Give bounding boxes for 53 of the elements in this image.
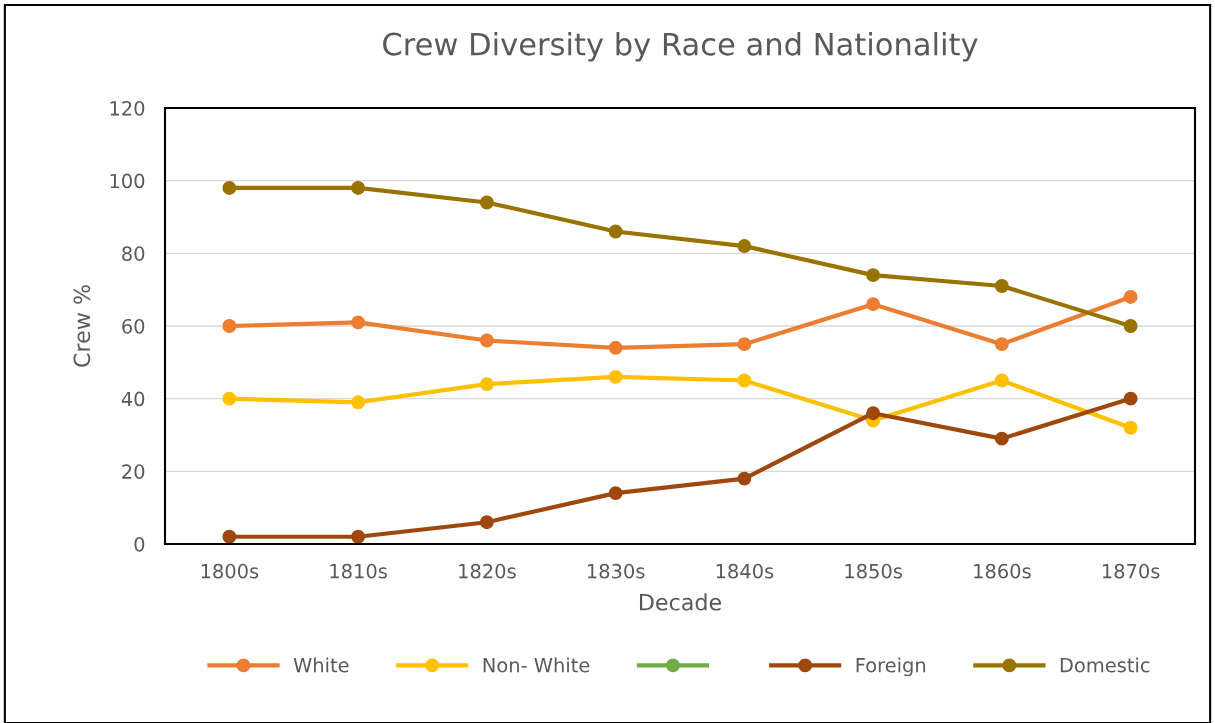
x-axis-title: Decade xyxy=(639,593,722,611)
legend-label: White xyxy=(293,657,349,673)
x-tick-label: 1850s xyxy=(845,563,902,579)
point xyxy=(994,279,1009,293)
point xyxy=(737,373,752,388)
x-tick-label: 1810s xyxy=(330,563,387,579)
y-tick-label: 0 xyxy=(134,536,145,552)
y-tick-label: 40 xyxy=(121,391,145,407)
point xyxy=(222,319,237,333)
point xyxy=(222,391,237,406)
point xyxy=(994,431,1009,446)
y-axis-title: Crew % xyxy=(73,285,91,367)
point xyxy=(351,315,366,330)
point xyxy=(994,337,1009,352)
point xyxy=(1123,420,1138,435)
point xyxy=(608,369,623,384)
point xyxy=(1123,289,1138,304)
point xyxy=(737,337,752,352)
point xyxy=(222,529,237,544)
x-tick-label: 1860s xyxy=(974,563,1031,579)
point xyxy=(737,239,752,254)
y-tick-label: 120 xyxy=(110,100,145,116)
point xyxy=(1123,319,1138,333)
point xyxy=(608,486,623,501)
point xyxy=(479,333,494,348)
point xyxy=(351,529,366,544)
point xyxy=(1123,391,1138,406)
y-tick-label: 100 xyxy=(110,173,145,189)
x-tick-label: 1830s xyxy=(587,563,645,579)
point xyxy=(351,180,366,195)
point xyxy=(866,406,881,421)
x-tick-label: 1870s xyxy=(1102,563,1160,579)
point xyxy=(866,297,881,312)
point xyxy=(994,373,1009,388)
y-tick-label: 80 xyxy=(122,246,145,261)
chart-title: Crew Diversity by Race and Nationality xyxy=(383,32,978,62)
point xyxy=(866,268,881,283)
point xyxy=(737,471,752,486)
point xyxy=(479,377,494,392)
point xyxy=(608,224,623,239)
x-tick-label: 1800s xyxy=(201,563,259,579)
point xyxy=(222,180,237,195)
legend-label: Foreign xyxy=(856,657,926,677)
point xyxy=(479,195,494,210)
y-tick-label: 60 xyxy=(122,318,145,334)
legend-label: Non- White xyxy=(483,657,590,673)
point xyxy=(608,340,623,355)
legend-label: Domestic xyxy=(1060,657,1150,673)
x-tick-label: 1840s xyxy=(716,563,774,579)
point xyxy=(351,395,366,410)
point xyxy=(479,515,494,530)
x-tick-label: 1820s xyxy=(459,563,516,579)
y-tick-label: 20 xyxy=(122,464,145,479)
